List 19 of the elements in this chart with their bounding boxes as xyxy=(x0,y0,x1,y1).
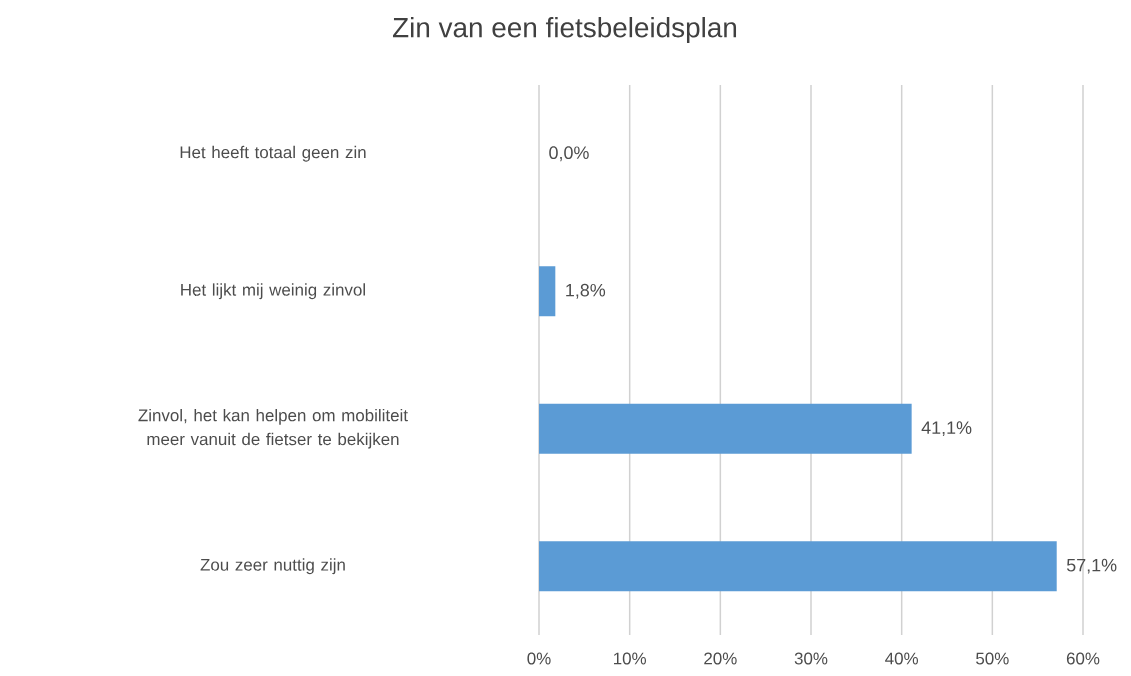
data-label: 1,8% xyxy=(566,283,606,299)
data-label: 0,0% xyxy=(549,146,589,162)
x-tick-label: 20% xyxy=(704,652,737,665)
y-tick-label: Het lijkt mij weinig zinvol xyxy=(181,283,365,300)
data-label: 41,1% xyxy=(921,421,972,437)
x-tick-label: 30% xyxy=(794,652,828,665)
x-tick-label: 50% xyxy=(976,652,1009,665)
bar xyxy=(539,266,556,317)
x-tick-label: 60% xyxy=(1066,652,1100,665)
data-label: 57,1% xyxy=(1066,558,1117,574)
x-tick-label: 40% xyxy=(885,652,919,665)
y-tick-label: Zou zeer nuttig zijn xyxy=(200,558,345,575)
bar xyxy=(539,403,912,454)
x-tick-label: 10% xyxy=(614,652,647,665)
bar xyxy=(539,541,1057,592)
x-tick-label: 0% xyxy=(527,652,551,665)
y-tick-label: Het heeft totaal geen zin xyxy=(180,145,366,162)
chart-title: Zin van een fietsbeleidsplan xyxy=(392,17,737,43)
y-tick-label: Zinvol, het kan helpen om mobiliteit meer vanuit de fietser te bekijken xyxy=(138,408,408,449)
